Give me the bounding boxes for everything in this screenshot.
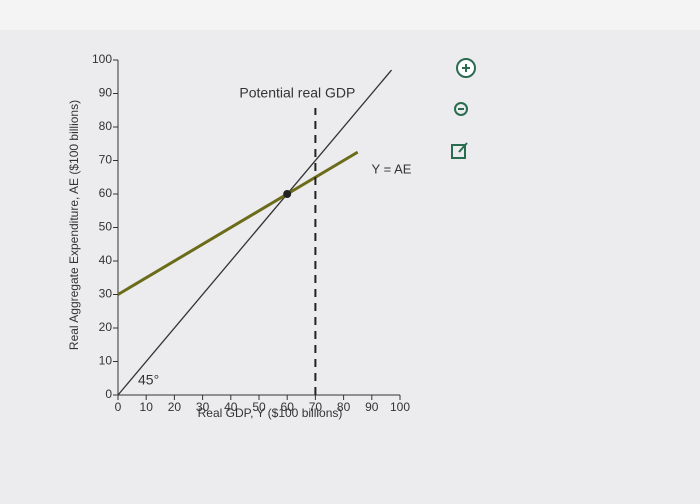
x-tick-label: 10 bbox=[140, 400, 154, 414]
x-axis-label: Real GDP, Y ($100 billions) bbox=[198, 406, 343, 420]
y-tick-label: 60 bbox=[99, 186, 113, 200]
y-tick-label: 40 bbox=[99, 253, 113, 267]
y-tick-label: 50 bbox=[99, 220, 113, 234]
top-bar bbox=[0, 0, 700, 30]
y-tick-label: 20 bbox=[99, 320, 113, 334]
legend-label: Y = AE bbox=[372, 161, 412, 176]
x-tick-label: 100 bbox=[390, 400, 410, 414]
y-tick-label: 100 bbox=[92, 52, 112, 66]
equilibrium-point bbox=[283, 190, 292, 198]
potential-gdp-label: Potential real GDP bbox=[239, 85, 355, 101]
y-axis-label: Real Aggregate Expenditure, AE ($100 bil… bbox=[67, 100, 81, 350]
x-tick-label: 90 bbox=[365, 400, 379, 414]
x-tick-label: 0 bbox=[115, 400, 122, 414]
y-tick-label: 70 bbox=[99, 153, 113, 167]
y-tick-label: 80 bbox=[99, 119, 113, 133]
x-tick-label: 20 bbox=[168, 400, 182, 414]
y-tick-label: 0 bbox=[105, 387, 112, 401]
x-tick-label: 80 bbox=[337, 400, 351, 414]
x-tick-label: 60 bbox=[281, 400, 295, 414]
angle-label: 45° bbox=[138, 372, 159, 388]
popout[interactable] bbox=[451, 142, 468, 159]
zoom-out[interactable] bbox=[454, 102, 468, 116]
series-line bbox=[117, 69, 393, 396]
x-tick-label: 30 bbox=[196, 400, 210, 414]
y-tick-label: 90 bbox=[99, 86, 113, 100]
y-tick-label: 30 bbox=[99, 287, 113, 301]
x-tick-label: 70 bbox=[309, 400, 323, 414]
y-tick-label: 10 bbox=[99, 354, 113, 368]
x-tick-label: 50 bbox=[252, 400, 266, 414]
series-line bbox=[117, 150, 359, 296]
zoom-in[interactable] bbox=[456, 58, 476, 78]
x-tick-label: 40 bbox=[224, 400, 238, 414]
